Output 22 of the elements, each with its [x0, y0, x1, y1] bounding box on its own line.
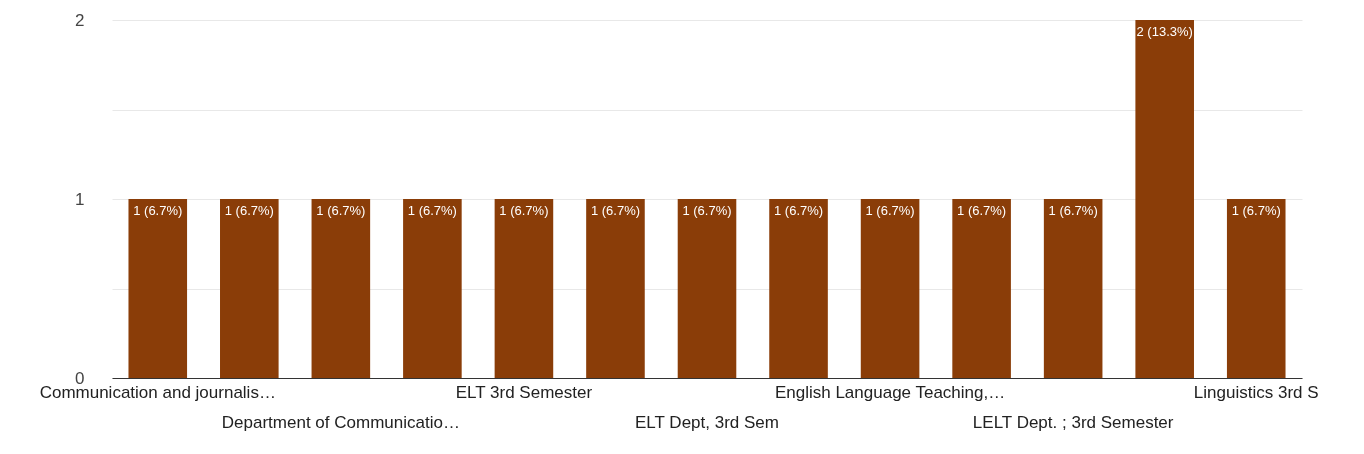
- x-tick-label: ELT 3rd Semester: [455, 382, 593, 402]
- data-label: 1 (6.7%): [316, 203, 366, 218]
- data-label: 2 (13.3%): [1136, 24, 1193, 39]
- data-label: 1 (6.7%): [1048, 203, 1098, 218]
- y-tick-label: 0: [75, 368, 85, 388]
- data-label: 1 (6.7%): [865, 203, 915, 218]
- x-tick-label: Linguistics 3rd S: [1193, 382, 1319, 402]
- data-label: 1 (6.7%): [957, 203, 1007, 218]
- x-tick-label: LELT Dept. ; 3rd Semester: [972, 412, 1174, 432]
- data-label: 1 (6.7%): [499, 203, 549, 218]
- data-label: 1 (6.7%): [1231, 203, 1281, 218]
- data-label: 1 (6.7%): [407, 203, 457, 218]
- x-tick-label: Department of Communicatio…: [221, 412, 460, 432]
- x-tick-label: ELT Dept, 3rd Sem: [635, 412, 779, 432]
- y-tick-label: 2: [75, 10, 85, 30]
- data-label: 1 (6.7%): [133, 203, 183, 218]
- data-label: 1 (6.7%): [682, 203, 732, 218]
- x-tick-label: English Language Teaching,…: [774, 382, 1006, 402]
- data-label: 1 (6.7%): [224, 203, 274, 218]
- data-label: 1 (6.7%): [773, 203, 824, 218]
- y-tick-label: 1: [75, 189, 85, 209]
- data-label: 1 (6.7%): [590, 203, 641, 218]
